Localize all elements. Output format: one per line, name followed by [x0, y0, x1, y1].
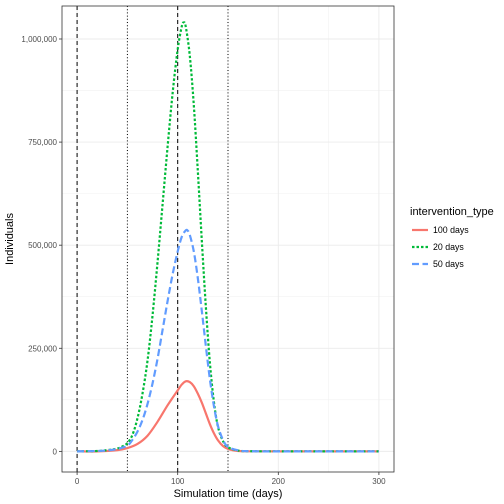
- y-tick-label: 500,000: [28, 241, 57, 250]
- legend-label: 100 days: [433, 225, 469, 235]
- y-tick-label: 1,000,000: [21, 35, 57, 44]
- x-tick-label: 200: [272, 477, 286, 486]
- y-axis: 0 250,000 500,000 750,000 1,000,000: [21, 35, 62, 456]
- y-tick-label: 750,000: [28, 138, 57, 147]
- y-axis-title: Individuals: [4, 213, 16, 265]
- legend: intervention_type 100 days 20 days 50 days: [410, 206, 494, 269]
- series-line-20-days: [77, 21, 379, 453]
- legend-title: intervention_type: [410, 206, 494, 218]
- x-axis: 0 100 200 300: [75, 472, 386, 486]
- reference-lines: [76, 6, 229, 472]
- y-tick-label: 0: [53, 447, 58, 456]
- x-tick-label: 300: [372, 477, 386, 486]
- x-tick-label: 0: [75, 477, 80, 486]
- series-line-50-days: [77, 228, 379, 453]
- x-tick-label: 100: [171, 477, 185, 486]
- x-axis-title: Simulation time (days): [174, 488, 283, 500]
- legend-label: 50 days: [433, 259, 464, 269]
- legend-label: 20 days: [433, 242, 464, 252]
- panel-border: [61, 5, 395, 473]
- series-lines: [77, 21, 379, 453]
- y-tick-label: 250,000: [28, 344, 57, 353]
